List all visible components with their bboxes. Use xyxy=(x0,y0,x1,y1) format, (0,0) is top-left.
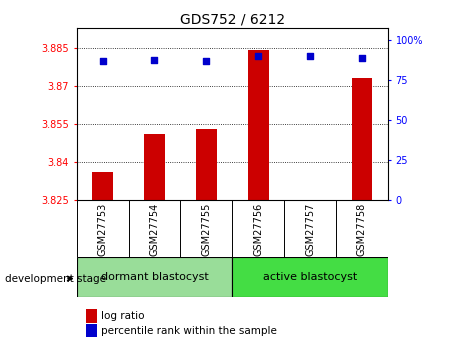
Text: GSM27756: GSM27756 xyxy=(253,203,263,256)
Text: GSM27754: GSM27754 xyxy=(149,203,160,256)
Point xyxy=(202,58,210,64)
Text: dormant blastocyst: dormant blastocyst xyxy=(101,272,208,282)
Point xyxy=(358,55,365,61)
Text: percentile rank within the sample: percentile rank within the sample xyxy=(101,326,276,336)
Text: active blastocyst: active blastocyst xyxy=(263,272,357,282)
Bar xyxy=(248,50,268,200)
Point xyxy=(151,57,158,62)
Title: GDS752 / 6212: GDS752 / 6212 xyxy=(179,12,285,27)
Point xyxy=(254,53,262,59)
Bar xyxy=(196,129,216,200)
Text: GSM27758: GSM27758 xyxy=(357,203,367,256)
Bar xyxy=(77,257,232,297)
Text: GSM27753: GSM27753 xyxy=(97,203,108,256)
Point xyxy=(99,58,106,64)
Text: development stage: development stage xyxy=(5,274,106,284)
Point xyxy=(307,53,314,59)
Bar xyxy=(144,134,165,200)
Bar xyxy=(92,172,113,200)
Text: GSM27755: GSM27755 xyxy=(201,203,212,256)
Text: GSM27757: GSM27757 xyxy=(305,203,315,256)
Bar xyxy=(232,257,388,297)
Text: log ratio: log ratio xyxy=(101,311,144,321)
Bar xyxy=(351,78,373,200)
